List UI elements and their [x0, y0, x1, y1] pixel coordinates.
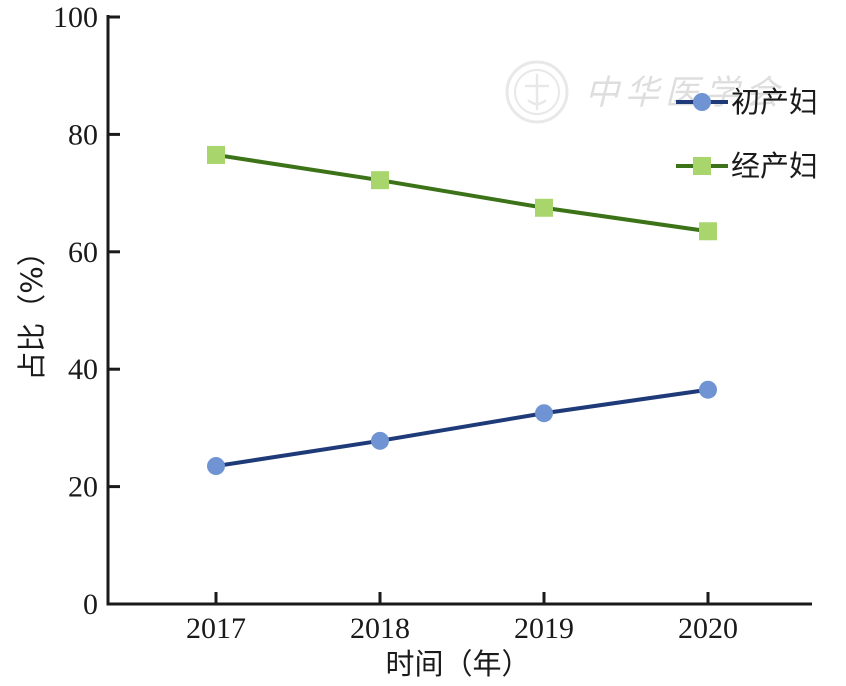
x-tick-label: 2020: [678, 612, 738, 645]
data-point: [207, 457, 225, 476]
series-line-1: [215, 387, 709, 469]
watermark-seal-icon: [505, 60, 569, 124]
watermark-text: 中华医学会: [585, 73, 785, 113]
data-point: [699, 380, 717, 399]
series-group: [207, 145, 717, 476]
y-tick-label: 60: [68, 236, 98, 269]
y-axis-title: 占比（%）: [15, 237, 49, 381]
x-tick-label: 2018: [350, 612, 410, 645]
data-point: [535, 404, 553, 423]
y-tick-label: 80: [68, 118, 98, 151]
x-tick-label: 2019: [514, 612, 574, 645]
data-point: [371, 431, 389, 450]
data-point: [207, 145, 225, 164]
legend-label: 初产妇: [731, 85, 818, 119]
legend-swatch-marker: [693, 93, 711, 111]
legend-label: 经产妇: [731, 149, 818, 183]
y-tick-label: 20: [68, 471, 98, 504]
x-tick-label: 2017: [186, 612, 246, 645]
series-line-2: [215, 152, 709, 234]
y-tick-label: 40: [68, 353, 98, 386]
x-axis-title: 时间（年）: [385, 647, 530, 681]
watermark: 中华医学会: [505, 60, 785, 124]
axes: [106, 15, 812, 606]
y-tick-label: 100: [53, 1, 98, 34]
y-axis-ticks: 0 20 40 60 80 100: [53, 1, 120, 621]
data-point: [535, 198, 553, 217]
y-tick-label: 0: [83, 588, 98, 621]
x-axis-ticks: 2017 2018 2019 2020: [186, 592, 738, 645]
data-point: [371, 171, 389, 190]
legend-swatch-marker: [693, 157, 711, 175]
data-point: [699, 222, 717, 241]
